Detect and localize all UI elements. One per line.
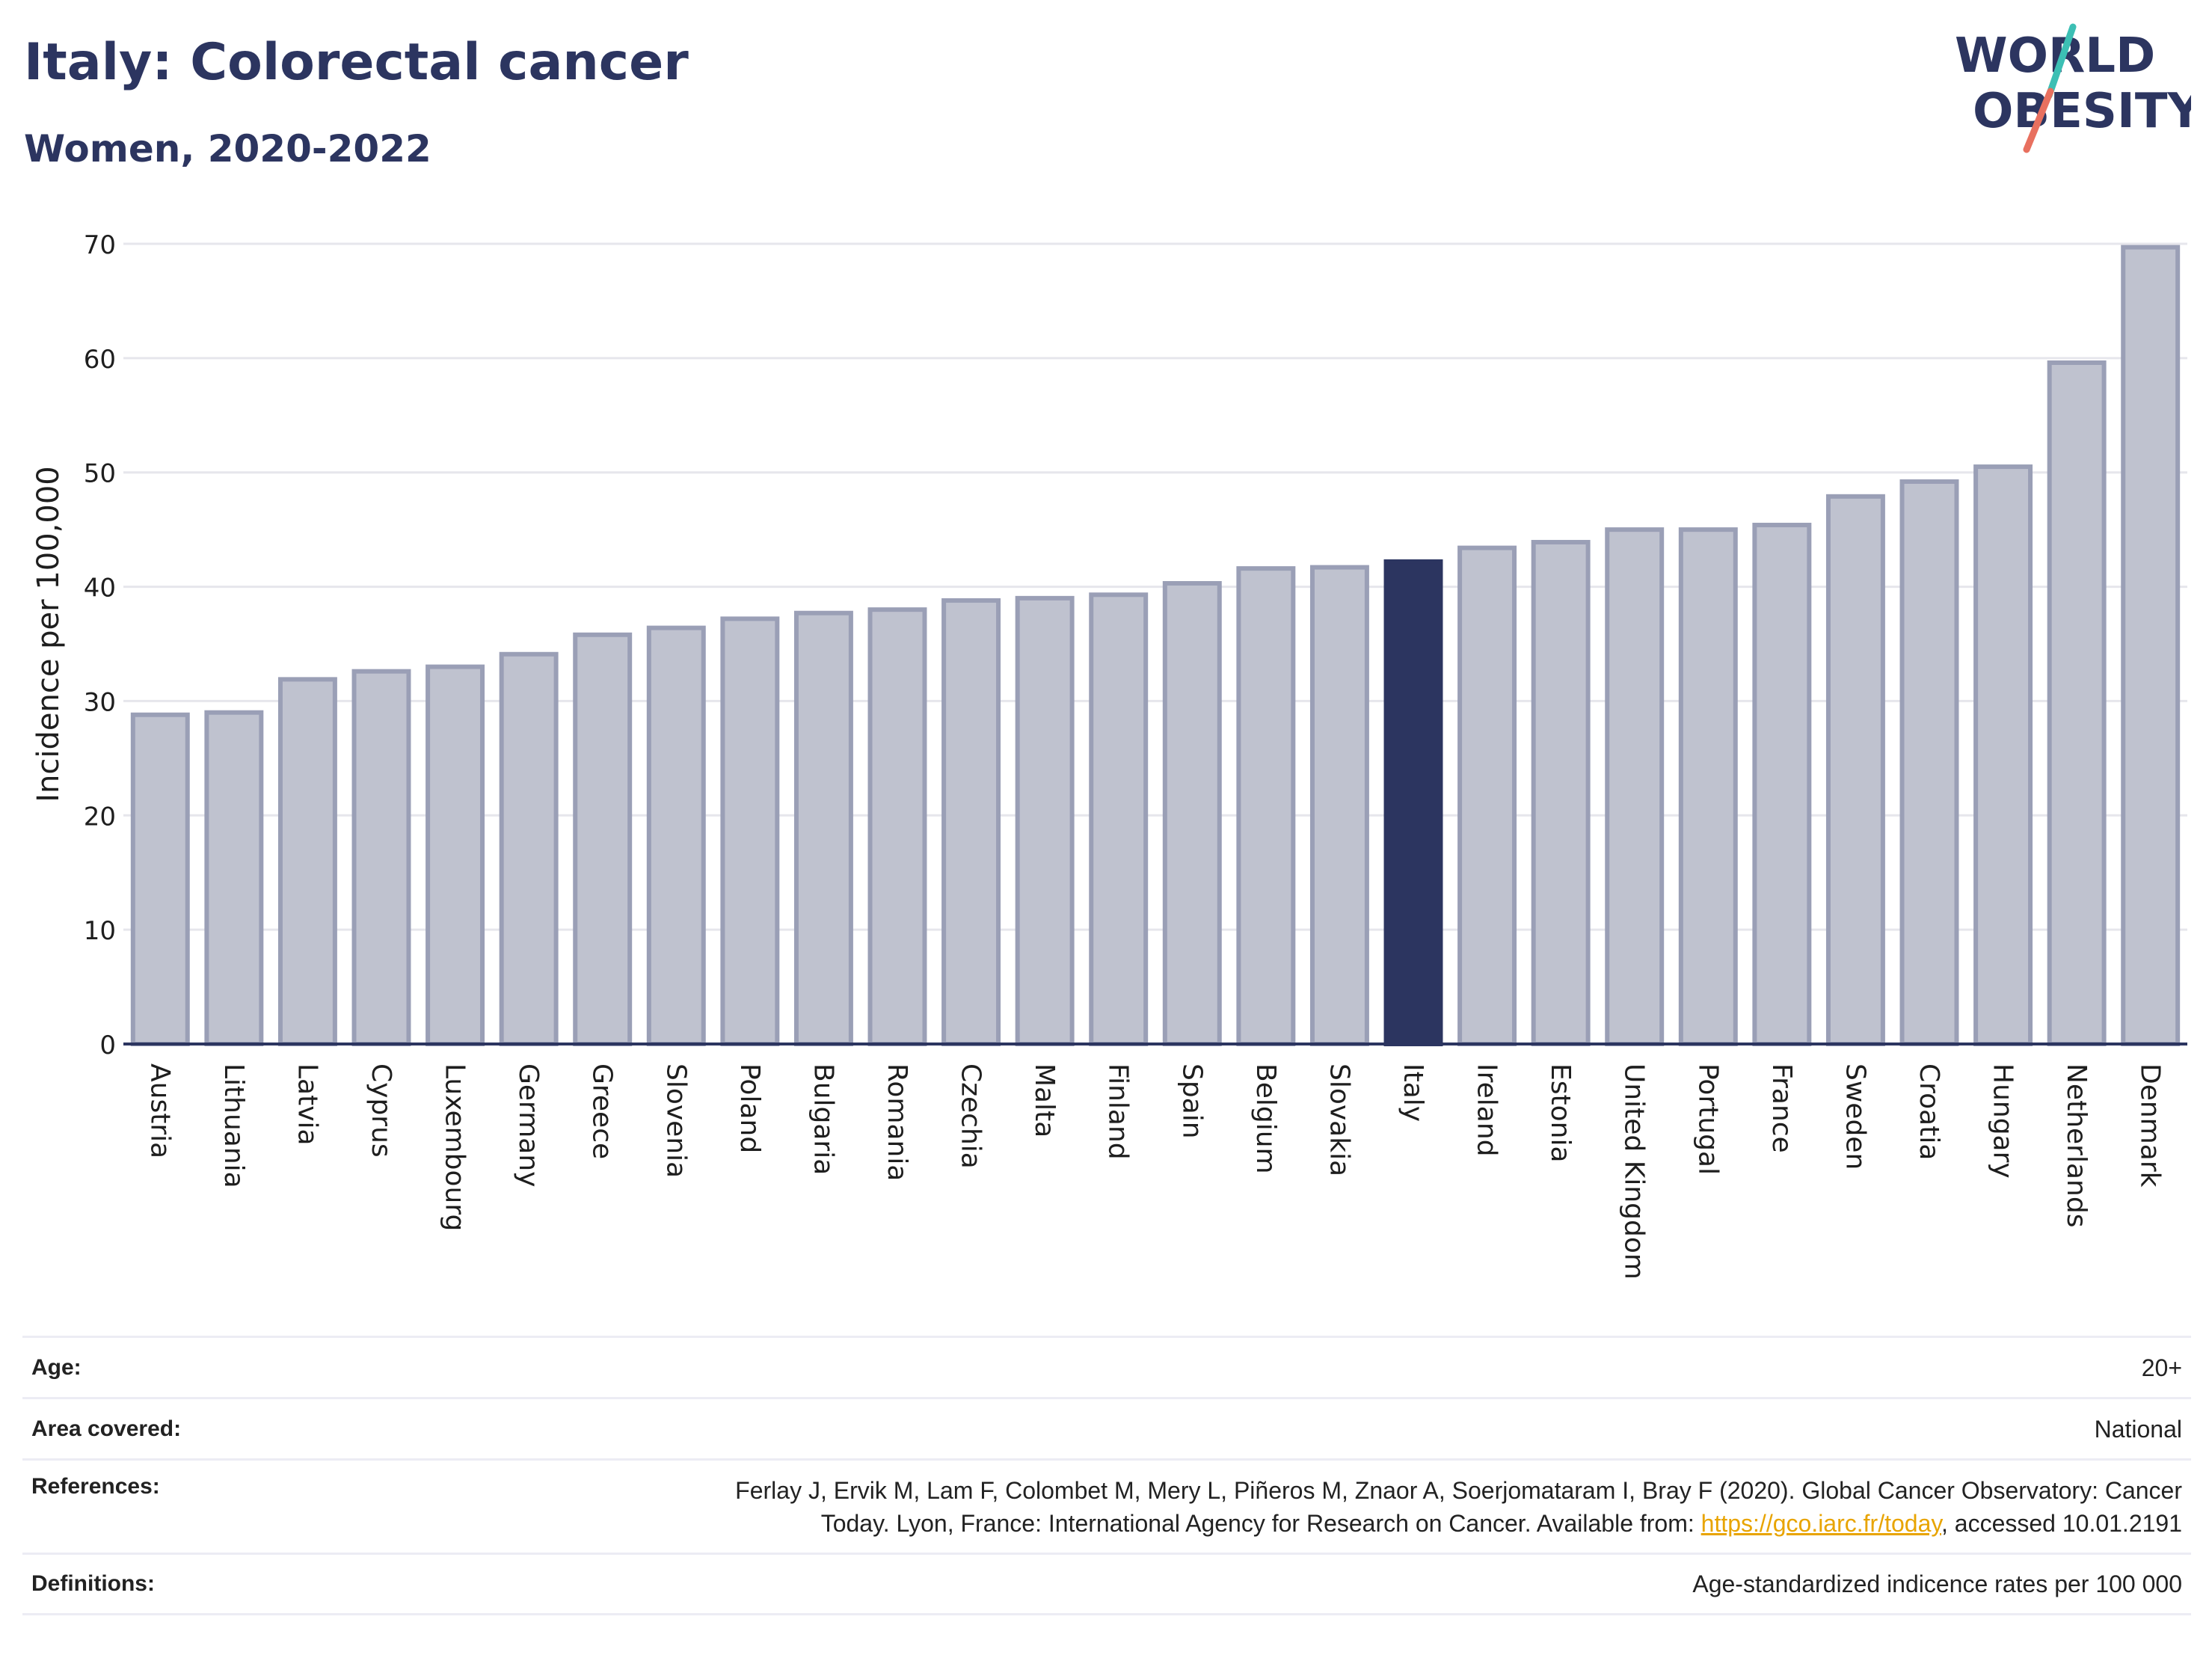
bar [941,598,1001,1046]
meta-area-label: Area covered: [31,1416,182,1441]
chart-subtitle: Women, 2020-2022 [24,127,431,171]
x-tick-label: Netherlands [2061,1063,2092,1227]
bar [1752,523,1812,1046]
bar [2121,245,2181,1047]
meta-row-age: Age: 20+ [22,1336,2191,1397]
y-tick-label: 60 [84,345,116,375]
y-tick-label: 20 [84,802,116,832]
x-tick-label: Finland [1103,1063,1134,1160]
y-tick-label: 10 [84,916,116,946]
metadata-table: Age: 20+ Area covered: National Referenc… [22,1336,2191,1615]
references-accessed: , accessed 10.01.2191 [1941,1510,2182,1537]
x-tick-label: Austria [144,1063,175,1158]
x-tick-label: Cyprus [366,1063,396,1158]
references-text: Today. Lyon, France: International Agenc… [820,1510,1695,1537]
x-tick-label: United Kingdom [1619,1063,1650,1280]
x-tick-label: Greece [587,1063,618,1159]
bar [425,664,485,1046]
x-tick-label: Slovakia [1324,1063,1354,1176]
x-tick-label: Croatia [1914,1063,1944,1160]
logo-slash-bottom [2023,87,2054,153]
meta-row-definitions: Definitions: Age-standardized indicence … [22,1553,2191,1615]
references-link[interactable]: https://gco.iarc.fr/today [1701,1510,1941,1537]
x-tick-label: Slovenia [660,1063,691,1178]
bar [1825,494,1885,1046]
y-tick-label: 40 [84,574,116,604]
bar [1605,527,1665,1046]
bar [720,616,780,1046]
meta-area-value: National [2094,1415,2182,1443]
logo-slash-top [2045,23,2077,99]
bar [1678,527,1738,1046]
meta-age-label: Age: [31,1354,82,1380]
bar [573,632,633,1046]
x-tick-label: Sweden [1840,1063,1870,1170]
bar [1973,464,2033,1046]
y-tick-label: 0 [99,1031,116,1060]
bar-chart: 0 10 20 30 40 50 60 70 Austria Lithuania Latvia Cyp… [31,230,2187,1280]
bar [499,651,559,1046]
meta-row-area: Area covered: National [22,1397,2191,1458]
references-line-2: Today. Lyon, France: International Agenc… [735,1507,2182,1540]
x-tick-label: Belgium [1250,1063,1281,1174]
x-tick-label: Germany [513,1063,544,1187]
x-tick-label: Czechia [956,1063,986,1169]
bar [351,669,411,1047]
bar [277,677,337,1047]
bar [867,607,927,1046]
bar [1309,565,1369,1046]
y-axis-label: Incidence per 100,000 [31,466,66,802]
x-tick-label: Denmark [2135,1063,2166,1188]
bar [646,625,706,1046]
meta-age-value: 20+ [2141,1354,2182,1381]
meta-row-references: References: Ferlay J, Ervik M, Lam F, Co… [22,1458,2191,1553]
meta-references-label: References: [31,1474,160,1499]
bar [1531,539,1591,1046]
x-tick-label: Romania [882,1063,912,1181]
chart-title: Italy: Colorectal cancer [24,33,689,92]
x-tick-label: Poland [734,1063,765,1153]
x-tick-label: Portugal [1692,1063,1723,1175]
x-tick-label: Italy [1398,1063,1428,1122]
x-tick-label: Bulgaria [808,1063,838,1175]
x-tick-label: Luxembourg [440,1063,470,1231]
x-tick-label: Hungary [1988,1063,2018,1179]
bar-highlight [1383,559,1443,1046]
bar [1457,545,1517,1046]
bar [1089,592,1149,1046]
y-tick-label: 50 [84,459,116,489]
logo-line-obesity: OBESITY [1973,84,2191,139]
y-tick-label: 30 [84,687,116,717]
bar [1236,566,1296,1046]
bar [204,710,264,1046]
bar [2047,360,2107,1046]
world-obesity-logo: WORLD OBESITY [1955,23,2191,153]
meta-references-value: Ferlay J, Ervik M, Lam F, Colombet M, Me… [735,1474,2182,1540]
references-line-1: Ferlay J, Ervik M, Lam F, Colombet M, Me… [735,1477,2182,1504]
meta-definitions-value: Age-standardized indicence rates per 100… [1692,1570,2182,1597]
x-tick-label: France [1766,1063,1797,1153]
bar [1899,479,1959,1046]
x-tick-label: Malta [1029,1063,1060,1137]
bar [1015,595,1075,1046]
x-tick-label: Ireland [1472,1063,1502,1157]
x-tick-label: Latvia [292,1063,322,1146]
bar [130,712,190,1046]
meta-definitions-label: Definitions: [31,1571,155,1596]
bar [793,610,853,1046]
x-tick-label: Spain [1176,1063,1207,1139]
y-tick-label: 70 [84,230,116,260]
bar [1162,580,1222,1046]
x-tick-label: Estonia [1545,1063,1576,1163]
x-tick-label: Lithuania [218,1063,249,1188]
